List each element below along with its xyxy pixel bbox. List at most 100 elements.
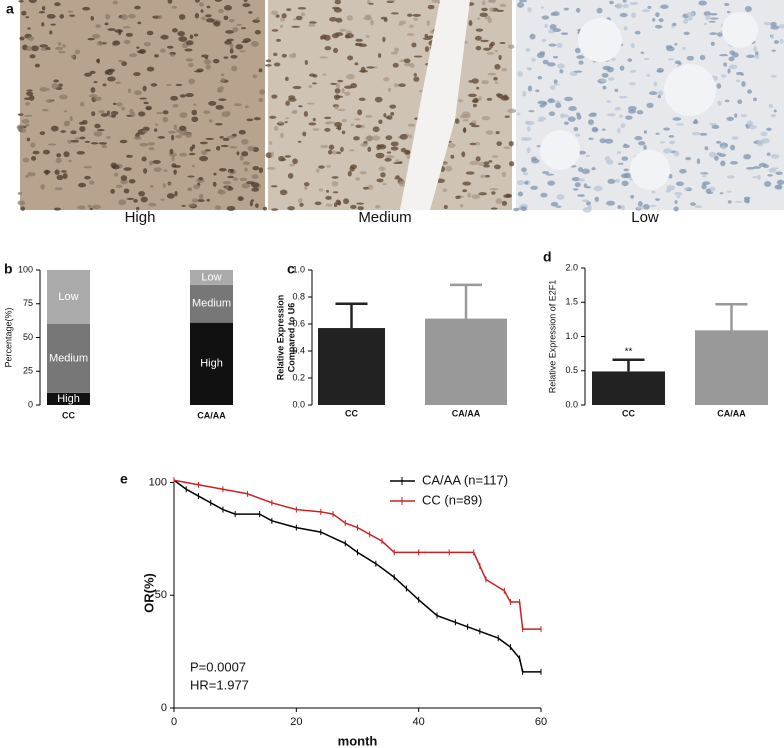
nucleus [53, 207, 62, 211]
nucleus [555, 205, 562, 208]
nucleus [563, 7, 570, 11]
nucleus [341, 118, 347, 123]
panel-label: b [4, 261, 13, 277]
nucleus [160, 48, 166, 53]
nucleus [119, 139, 128, 144]
nucleus [384, 157, 392, 162]
nucleus [762, 164, 770, 168]
nucleus [285, 76, 289, 82]
nucleus [375, 152, 385, 159]
nucleus [413, 72, 417, 77]
nucleus [194, 0, 200, 3]
nucleus [376, 144, 381, 151]
nucleus [723, 62, 728, 67]
nucleus [64, 120, 71, 126]
nucleus [418, 90, 423, 93]
nucleus [19, 128, 27, 133]
nucleus [212, 181, 217, 187]
nucleus [128, 178, 136, 184]
nucleus [610, 57, 616, 62]
nucleus [238, 196, 244, 201]
nucleus [556, 194, 565, 200]
nucleus [480, 174, 486, 179]
nucleus [752, 176, 759, 179]
nucleus [660, 4, 669, 9]
nucleus [459, 114, 468, 119]
nucleus [606, 159, 614, 165]
nucleus [312, 82, 317, 85]
nucleus [184, 48, 193, 52]
nucleus [487, 17, 492, 24]
nucleus [225, 30, 235, 34]
panel-label: a [6, 1, 14, 17]
nucleus [96, 41, 104, 46]
nucleus [475, 45, 482, 51]
nucleus [281, 13, 287, 19]
nucleus [691, 131, 701, 136]
nucleus [574, 47, 581, 54]
legend-label: CA/AA (n=117) [422, 472, 508, 487]
nucleus [672, 22, 677, 27]
nucleus [469, 142, 477, 146]
nucleus [17, 191, 23, 195]
nucleus [93, 80, 98, 83]
nucleus [469, 160, 479, 166]
nucleus [298, 105, 303, 108]
nucleus [281, 53, 287, 58]
nucleus [252, 74, 257, 79]
nucleus [79, 136, 86, 140]
nucleus [271, 208, 279, 211]
nucleus [585, 154, 591, 157]
nucleus [730, 160, 738, 165]
nucleus [388, 0, 396, 2]
nucleus [507, 108, 517, 114]
nucleus [251, 174, 259, 179]
nucleus [708, 151, 717, 158]
nucleus [136, 50, 145, 54]
nucleus [443, 205, 448, 209]
nucleus [25, 16, 30, 19]
nucleus [376, 178, 384, 183]
nucleus [54, 2, 61, 7]
nucleus [484, 174, 490, 178]
nucleus [727, 200, 732, 204]
nucleus [658, 18, 664, 23]
nucleus [198, 2, 204, 7]
nucleus [602, 65, 612, 71]
nucleus [380, 172, 386, 178]
nucleus [518, 0, 527, 3]
nucleus [608, 77, 615, 81]
nucleus [27, 171, 36, 177]
nucleus [41, 108, 49, 112]
nucleus [344, 85, 353, 89]
nucleus [541, 38, 547, 43]
nucleus [621, 180, 629, 187]
nucleus [200, 9, 204, 13]
nucleus [91, 111, 96, 117]
nucleus [43, 170, 51, 174]
nucleus [90, 16, 94, 21]
nucleus [627, 58, 633, 62]
nucleus [488, 160, 493, 163]
nucleus [206, 198, 210, 202]
nucleus [728, 56, 735, 62]
nucleus [92, 33, 101, 39]
nucleus [213, 21, 221, 27]
nucleus [378, 166, 386, 172]
nucleus [646, 74, 651, 77]
nucleus [530, 185, 538, 190]
nucleus [153, 128, 158, 132]
nucleus [129, 108, 134, 114]
nucleus [501, 171, 507, 177]
y-tick-label: 0.0 [565, 399, 578, 409]
nucleus [491, 191, 496, 195]
nucleus [619, 65, 625, 71]
nucleus [547, 98, 555, 104]
nucleus [549, 85, 556, 90]
nucleus [227, 175, 234, 179]
nucleus [308, 122, 317, 126]
nucleus [365, 135, 374, 142]
nucleus [334, 88, 341, 94]
nucleus [766, 127, 772, 131]
nucleus [422, 37, 432, 40]
